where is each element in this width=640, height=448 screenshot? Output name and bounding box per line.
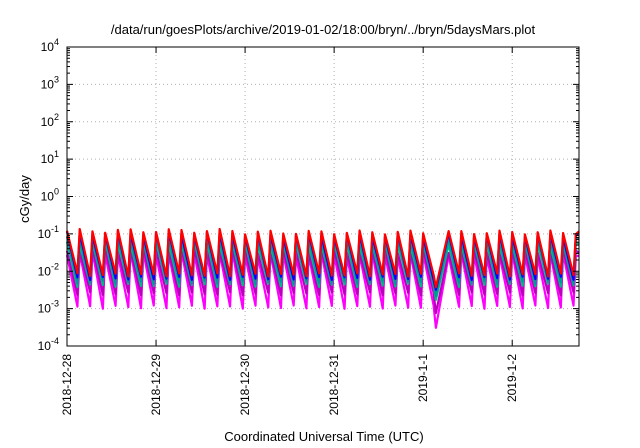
x-tick-label: 2018-12-29: [149, 354, 163, 416]
y-tick-label: 101: [41, 149, 59, 166]
axis-ticks: [66, 46, 579, 347]
x-tick-label: 2018-12-31: [327, 354, 341, 416]
grid-lines: [67, 47, 579, 346]
y-tick-label: 103: [41, 74, 59, 91]
x-axis-label: Coordinated Universal Time (UTC): [224, 429, 423, 444]
x-tick-label: 2018-12-30: [238, 354, 252, 416]
y-tick-label: 10-4: [38, 336, 59, 353]
x-tick-label: 2019-1-2: [505, 354, 519, 402]
y-tick-label: 104: [41, 37, 59, 54]
chart-title: /data/run/goesPlots/archive/2019-01-02/1…: [111, 22, 536, 37]
y-tick-label: 102: [41, 112, 59, 129]
y-tick-label: 10-2: [38, 261, 59, 278]
series-line: [65, 227, 580, 289]
y-tick-label: 10-1: [38, 224, 59, 241]
x-tick-label: 2018-12-28: [60, 354, 74, 416]
y-axis-label: cGy/day: [17, 175, 32, 223]
series-layer: [65, 227, 580, 329]
y-tick-label: 10-3: [38, 299, 59, 316]
y-tick-label: 100: [41, 187, 59, 204]
x-tick-label: 2019-1-1: [416, 354, 430, 402]
y-axis-tick-labels: 10-4 10-3 10-2 10-1 100 101 102 103 104: [38, 37, 59, 353]
x-axis-tick-labels: 2018-12-28 2018-12-29 2018-12-30 2018-12-31…: [60, 354, 519, 416]
